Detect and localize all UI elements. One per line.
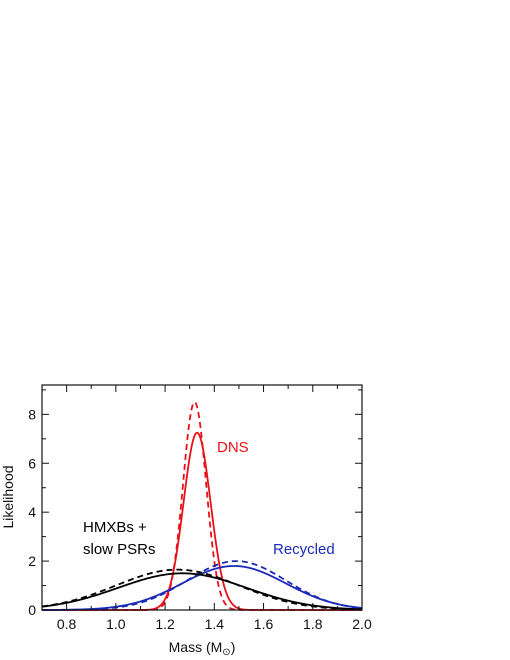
x-axis-title-sub: ⊙ [222,647,230,658]
x-axis-title-close: ) [231,639,236,655]
y-tick-label: 2 [28,553,36,569]
annotation-hmxb-line1: HMXBs + [83,519,147,536]
curves-layer [41,401,363,611]
curve-hmxb-dashed [41,568,363,611]
x-axis-title-main: Mass (M [169,639,223,655]
x-tick-label: 1.8 [303,616,323,632]
x-axis-title: Mass (M⊙) [169,639,236,658]
y-tick-label: 6 [28,455,36,471]
plot-frame [41,384,363,611]
x-tick-label: 1.0 [106,616,126,632]
x-tick-label: 0.8 [57,616,77,632]
x-tick-label: 2.0 [352,616,372,632]
x-tick-label: 1.4 [205,616,225,632]
y-tick-label: 0 [28,602,36,618]
curve-recycled-dashed [42,560,363,611]
y-tick-label: 4 [28,504,36,520]
ticks-layer: 0.8 1.0 1.2 1.4 1.6 1.8 2.0 0 2 4 6 8 [28,385,372,632]
curve-dns-dashed [42,401,362,611]
curve-hmxb-solid [41,572,363,611]
y-axis-title: Likelihood [0,465,16,528]
annotation-hmxb-line2: slow PSRs [83,541,156,558]
y-tick-label: 8 [28,406,36,422]
x-tick-label: 1.6 [254,616,274,632]
x-tick-label: 1.2 [155,616,175,632]
annotation-recycled: Recycled [273,541,335,558]
annotation-dns: DNS [217,439,249,456]
